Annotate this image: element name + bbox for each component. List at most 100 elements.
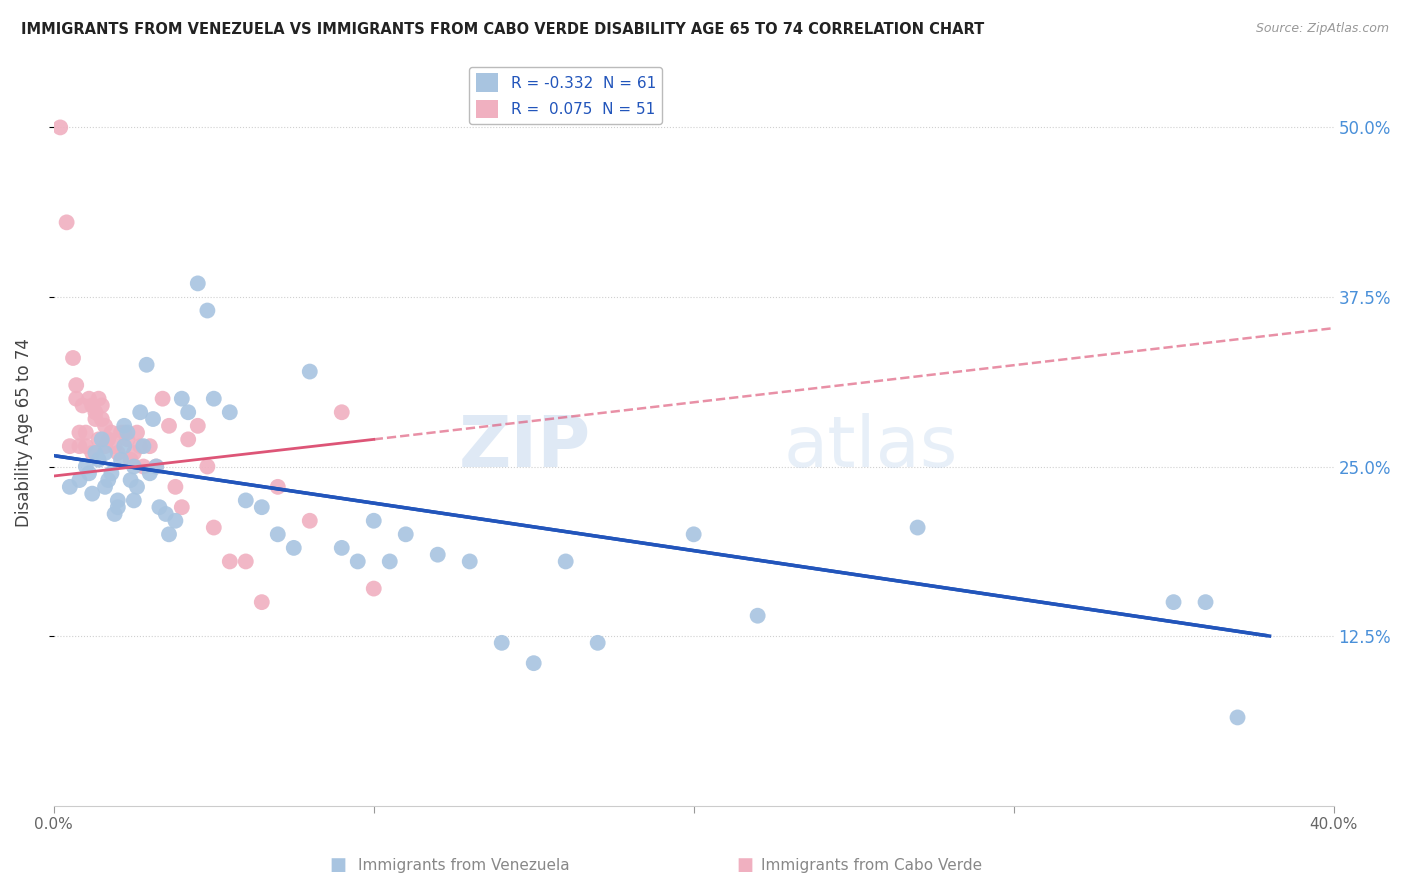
Point <box>117 425 139 440</box>
Point <box>491 636 513 650</box>
Legend: R = -0.332  N = 61, R =  0.075  N = 51: R = -0.332 N = 61, R = 0.075 N = 51 <box>470 67 662 124</box>
Point <box>75 459 97 474</box>
Point <box>82 399 104 413</box>
Point <box>122 493 145 508</box>
Point <box>197 303 219 318</box>
Point <box>49 120 72 135</box>
Point <box>129 405 152 419</box>
Point <box>1226 710 1249 724</box>
Point <box>187 418 209 433</box>
Point <box>65 392 87 406</box>
Point <box>187 277 209 291</box>
Text: Immigrants from Cabo Verde: Immigrants from Cabo Verde <box>761 858 983 872</box>
Point <box>87 433 110 447</box>
Point <box>77 392 100 406</box>
Point <box>142 412 165 426</box>
Point <box>84 412 107 426</box>
Point <box>145 459 167 474</box>
Point <box>395 527 418 541</box>
Point <box>107 493 129 508</box>
Point <box>363 582 385 596</box>
Point <box>682 527 704 541</box>
Point <box>110 452 132 467</box>
Point <box>77 467 100 481</box>
Point <box>62 351 84 365</box>
Point <box>129 439 152 453</box>
Point <box>120 473 142 487</box>
Point <box>747 608 769 623</box>
Point <box>177 405 200 419</box>
Point <box>135 358 157 372</box>
Point <box>112 418 135 433</box>
Point <box>75 439 97 453</box>
Text: Immigrants from Venezuela: Immigrants from Venezuela <box>359 858 569 872</box>
Point <box>90 433 112 447</box>
Point <box>148 500 170 515</box>
Point <box>152 392 174 406</box>
Point <box>235 493 257 508</box>
Text: Source: ZipAtlas.com: Source: ZipAtlas.com <box>1256 22 1389 36</box>
Point <box>426 548 449 562</box>
Point <box>250 595 273 609</box>
Point <box>59 480 82 494</box>
Point <box>94 418 117 433</box>
Text: IMMIGRANTS FROM VENEZUELA VS IMMIGRANTS FROM CABO VERDE DISABILITY AGE 65 TO 74 : IMMIGRANTS FROM VENEZUELA VS IMMIGRANTS … <box>21 22 984 37</box>
Point <box>90 412 112 426</box>
Point <box>55 215 77 229</box>
Point <box>235 554 257 568</box>
Point <box>94 446 117 460</box>
Point <box>157 527 180 541</box>
Point <box>177 433 200 447</box>
Point <box>1194 595 1216 609</box>
Point <box>94 480 117 494</box>
Point <box>84 446 107 460</box>
Point <box>157 418 180 433</box>
Text: ■: ■ <box>737 855 754 873</box>
Point <box>330 541 353 555</box>
Point <box>120 452 142 467</box>
Point <box>165 480 187 494</box>
Point <box>87 452 110 467</box>
Point <box>67 425 90 440</box>
Point <box>104 439 127 453</box>
Point <box>139 439 162 453</box>
Point <box>67 439 90 453</box>
Point <box>298 514 321 528</box>
Point <box>82 446 104 460</box>
Point <box>139 467 162 481</box>
Point <box>107 500 129 515</box>
Point <box>110 425 132 440</box>
Point <box>330 405 353 419</box>
Point <box>122 446 145 460</box>
Point <box>94 439 117 453</box>
Point <box>59 439 82 453</box>
Y-axis label: Disability Age 65 to 74: Disability Age 65 to 74 <box>15 338 32 527</box>
Point <box>283 541 305 555</box>
Point <box>267 480 290 494</box>
Point <box>298 365 321 379</box>
Point <box>1163 595 1185 609</box>
Point <box>165 514 187 528</box>
Point <box>75 425 97 440</box>
Point <box>112 439 135 453</box>
Point <box>170 392 193 406</box>
Point <box>346 554 368 568</box>
Point <box>218 554 240 568</box>
Point <box>90 399 112 413</box>
Text: ZIP: ZIP <box>458 413 592 482</box>
Point <box>72 399 94 413</box>
Point <box>155 507 177 521</box>
Point <box>65 378 87 392</box>
Point <box>132 439 155 453</box>
Point <box>125 480 148 494</box>
Point <box>145 459 167 474</box>
Point <box>202 392 225 406</box>
Point <box>97 433 120 447</box>
Text: atlas: atlas <box>783 413 957 482</box>
Point <box>100 425 122 440</box>
Point <box>218 405 240 419</box>
Point <box>458 554 481 568</box>
Point <box>554 554 576 568</box>
Point <box>84 405 107 419</box>
Point <box>907 520 929 534</box>
